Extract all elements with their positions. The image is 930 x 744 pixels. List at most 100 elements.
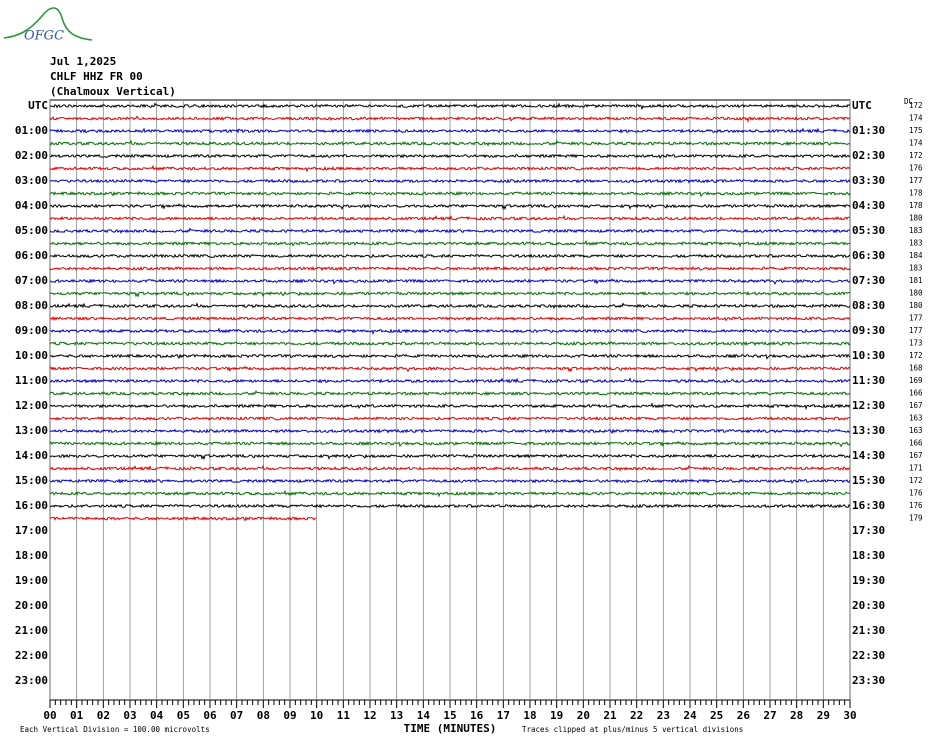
dc-value: 178 bbox=[909, 201, 923, 210]
right-time-label: 12:30 bbox=[852, 399, 885, 412]
x-tick-label: 23 bbox=[657, 709, 670, 722]
trace bbox=[49, 315, 851, 322]
trace bbox=[49, 127, 851, 134]
trace bbox=[49, 203, 851, 211]
x-tick-label: 12 bbox=[363, 709, 376, 722]
trace bbox=[49, 489, 851, 498]
dc-value: 177 bbox=[909, 314, 923, 323]
right-time-label: 06:30 bbox=[852, 249, 885, 262]
trace bbox=[49, 416, 851, 421]
dc-value: 178 bbox=[909, 189, 923, 198]
dc-value: 163 bbox=[909, 426, 923, 435]
trace bbox=[49, 402, 851, 411]
trace bbox=[49, 464, 851, 472]
x-tick-label: 30 bbox=[843, 709, 856, 722]
dc-value: 169 bbox=[909, 376, 923, 385]
dc-value: 174 bbox=[909, 114, 923, 123]
right-time-label: 20:30 bbox=[852, 599, 885, 612]
right-time-label: 08:30 bbox=[852, 299, 885, 312]
right-time-label: 21:30 bbox=[852, 624, 885, 637]
dc-value: 167 bbox=[909, 401, 923, 410]
x-tick-label: 08 bbox=[257, 709, 270, 722]
x-tick-label: 09 bbox=[283, 709, 296, 722]
station: CHLF HHZ FR 00 bbox=[50, 70, 143, 83]
right-time-label: 17:30 bbox=[852, 524, 885, 537]
right-time-label: 18:30 bbox=[852, 549, 885, 562]
x-tick-label: 04 bbox=[150, 709, 164, 722]
trace bbox=[49, 377, 851, 384]
trace bbox=[49, 440, 851, 448]
right-time-label: 11:30 bbox=[852, 374, 885, 387]
right-time-label: 10:30 bbox=[852, 349, 885, 362]
trace bbox=[50, 253, 851, 259]
x-tick-label: 24 bbox=[683, 709, 697, 722]
left-time-label: 04:00 bbox=[15, 199, 48, 212]
x-tick-label: 02 bbox=[97, 709, 110, 722]
trace bbox=[49, 239, 851, 248]
x-tick-label: 07 bbox=[230, 709, 243, 722]
logo: OFGC bbox=[24, 29, 64, 44]
trace bbox=[49, 389, 851, 397]
trace bbox=[49, 340, 851, 347]
left-time-label: UTC bbox=[28, 99, 48, 112]
dc-value: 183 bbox=[909, 226, 923, 235]
dc-value: 172 bbox=[909, 151, 923, 160]
left-time-label: 23:00 bbox=[15, 674, 48, 687]
x-tick-label: 16 bbox=[470, 709, 484, 722]
trace bbox=[49, 115, 851, 123]
dc-value: 166 bbox=[909, 439, 923, 448]
x-tick-label: 26 bbox=[737, 709, 751, 722]
x-tick-label: 06 bbox=[203, 709, 217, 722]
x-tick-label: 19 bbox=[550, 709, 563, 722]
trace bbox=[49, 503, 851, 509]
x-tick-label: 00 bbox=[43, 709, 56, 722]
left-time-label: 22:00 bbox=[15, 649, 48, 662]
dc-value: 166 bbox=[909, 389, 923, 398]
dc-value: 172 bbox=[909, 351, 923, 360]
trace bbox=[49, 327, 851, 336]
right-time-label: UTC bbox=[852, 99, 872, 112]
left-time-label: 08:00 bbox=[15, 299, 48, 312]
trace bbox=[49, 478, 851, 484]
right-time-label: 22:30 bbox=[852, 649, 885, 662]
left-time-label: 05:00 bbox=[15, 224, 48, 237]
dc-value: 180 bbox=[909, 301, 923, 310]
left-time-label: 02:00 bbox=[15, 149, 48, 162]
trace bbox=[49, 453, 851, 461]
dc-value: 177 bbox=[909, 176, 923, 185]
left-time-label: 19:00 bbox=[15, 574, 48, 587]
dc-value: 171 bbox=[909, 464, 923, 473]
left-time-label: 13:00 bbox=[15, 424, 48, 437]
dc-value: 184 bbox=[909, 251, 923, 260]
left-time-label: 10:00 bbox=[15, 349, 48, 362]
right-time-label: 02:30 bbox=[852, 149, 885, 162]
trace bbox=[49, 265, 851, 272]
dc-value: 167 bbox=[909, 451, 923, 460]
right-time-label: 23:30 bbox=[852, 674, 885, 687]
left-time-label: 17:00 bbox=[15, 524, 48, 537]
right-time-label: 09:30 bbox=[852, 324, 885, 337]
trace bbox=[49, 139, 851, 147]
trace bbox=[49, 290, 851, 298]
right-time-label: 03:30 bbox=[852, 174, 885, 187]
right-time-label: 13:30 bbox=[852, 424, 885, 437]
left-time-label: 01:00 bbox=[15, 124, 48, 137]
dc-value: 168 bbox=[909, 364, 923, 373]
x-tick-label: 03 bbox=[123, 709, 136, 722]
x-tick-label: 22 bbox=[630, 709, 643, 722]
location: (Chalmoux Vertical) bbox=[50, 85, 176, 98]
right-time-label: 14:30 bbox=[852, 449, 885, 462]
left-time-label: 14:00 bbox=[15, 449, 48, 462]
x-axis-title: TIME (MINUTES) bbox=[404, 722, 497, 735]
x-tick-label: 25 bbox=[710, 709, 723, 722]
x-tick-label: 29 bbox=[817, 709, 830, 722]
left-time-label: 12:00 bbox=[15, 399, 48, 412]
trace bbox=[49, 190, 851, 198]
trace bbox=[49, 102, 851, 111]
right-time-label: 05:30 bbox=[852, 224, 885, 237]
left-time-label: 07:00 bbox=[15, 274, 48, 287]
dc-value: 180 bbox=[909, 214, 923, 223]
left-time-label: 15:00 bbox=[15, 474, 48, 487]
dc-value: 181 bbox=[909, 276, 923, 285]
